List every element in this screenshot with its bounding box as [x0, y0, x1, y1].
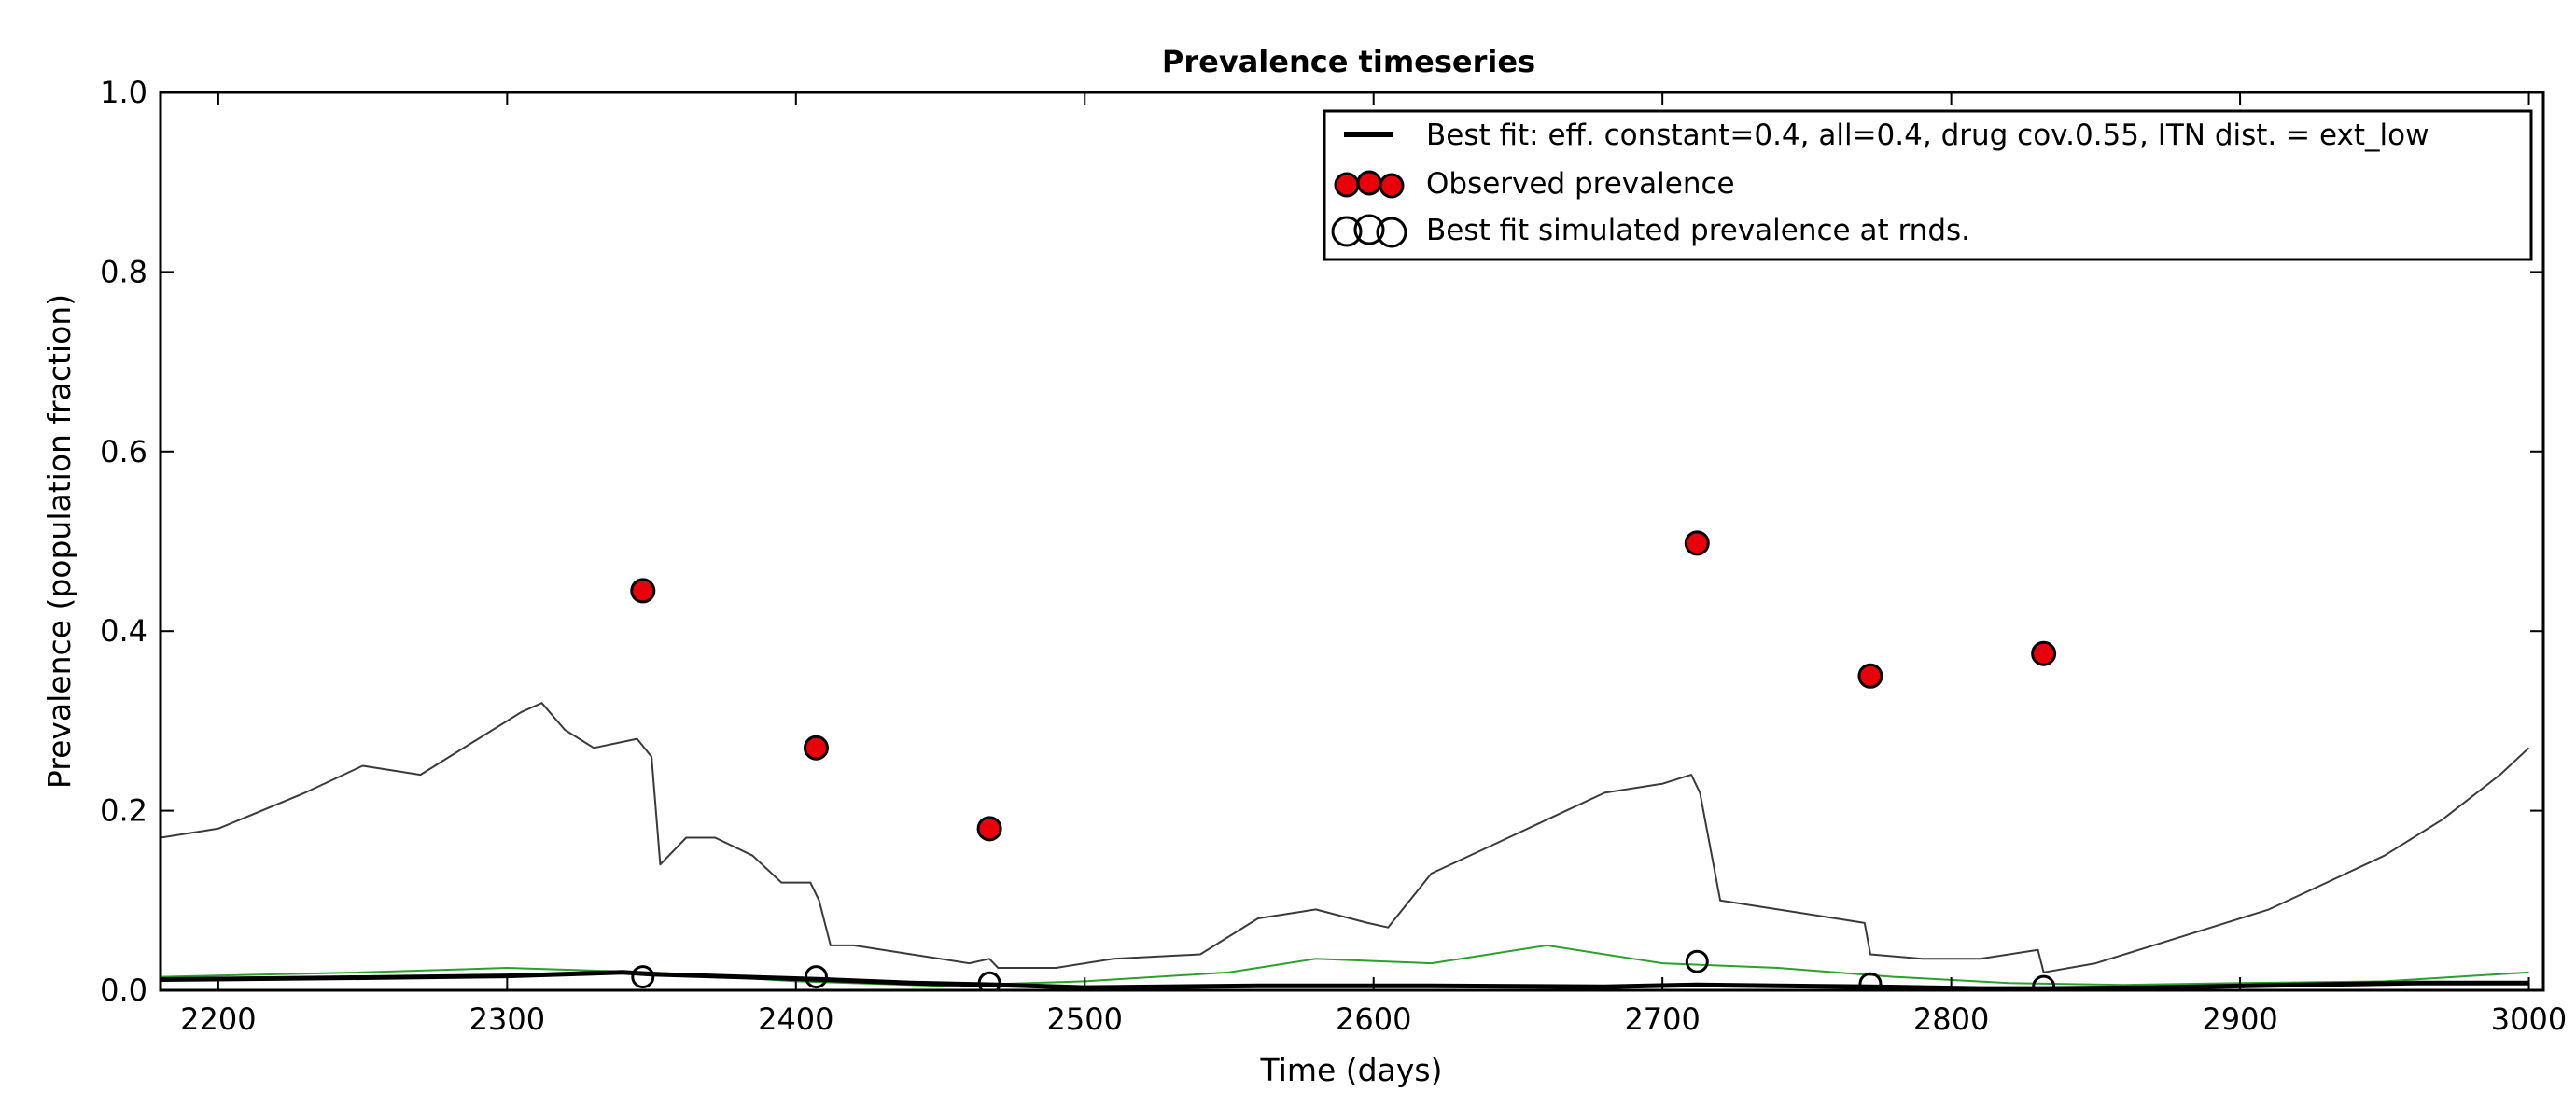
simulated-prevalence-point	[977, 971, 1001, 990]
x-tick-label: 2500	[1047, 1001, 1123, 1037]
legend-box	[1323, 109, 2533, 261]
observed-prevalence-point	[1684, 530, 1710, 556]
legend-entry-simulated: Best fit simulated prevalence at rnds.	[1426, 214, 1970, 247]
series-line-green-trace	[161, 944, 2529, 987]
y-axis: 0.0 0.2 0.4 0.6 0.8 1.0	[100, 75, 2543, 1008]
plot-frame	[159, 91, 2545, 992]
legend-entry-best-fit: Best fit: eff. constant=0.4, all=0.4, dr…	[1426, 119, 2429, 152]
series-line-best-fit	[161, 970, 2529, 990]
y-tick-label: 0.8	[100, 254, 147, 289]
series-layer	[161, 702, 2530, 990]
x-tick-label: 2300	[469, 1001, 545, 1037]
legend-open-circle-icon	[1331, 214, 1407, 248]
observed-prevalence-point	[1857, 663, 1883, 689]
x-tick-label: 2200	[180, 1001, 256, 1037]
simulated-prevalence-point	[2032, 974, 2056, 990]
x-tick-label: 2800	[1913, 1001, 1989, 1037]
observed-prevalence-point	[976, 816, 1002, 842]
x-tick-label: 2600	[1336, 1001, 1411, 1037]
observed-prevalence-point	[630, 578, 656, 604]
x-tick-label: 2400	[758, 1001, 833, 1037]
y-tick-label: 0.4	[100, 613, 147, 649]
y-tick-label: 0.6	[100, 434, 147, 469]
markers-layer	[630, 530, 2057, 990]
legend-entry-observed: Observed prevalence	[1426, 167, 1735, 201]
simulated-prevalence-point	[1858, 972, 1883, 990]
chart-title: Prevalence timeseries	[1162, 44, 1535, 79]
x-axis-label: Time (days)	[1260, 1052, 1443, 1088]
legend-filled-circle-icon	[1334, 170, 1405, 199]
simulated-prevalence-point	[1685, 949, 1709, 973]
y-tick-label: 0.0	[100, 973, 147, 1008]
simulated-prevalence-point	[804, 965, 828, 989]
simulated-prevalence-point	[631, 965, 655, 989]
y-axis-label: Prevalence (population fraction)	[41, 294, 77, 789]
observed-prevalence-point	[803, 735, 829, 761]
y-tick-label: 0.2	[100, 793, 147, 829]
y-tick-label: 1.0	[100, 75, 147, 110]
legend: Best fit: eff. constant=0.4, all=0.4, dr…	[1323, 109, 2533, 261]
x-axis: 2200 2300 2400 2500 2600 2700 2800 2900 3000	[180, 92, 2567, 1037]
x-tick-label: 2700	[1624, 1001, 1700, 1037]
x-tick-label: 3000	[2491, 1001, 2567, 1037]
series-line-gray-trace	[161, 702, 2530, 973]
x-tick-label: 2900	[2202, 1001, 2277, 1037]
observed-prevalence-point	[2031, 640, 2057, 666]
